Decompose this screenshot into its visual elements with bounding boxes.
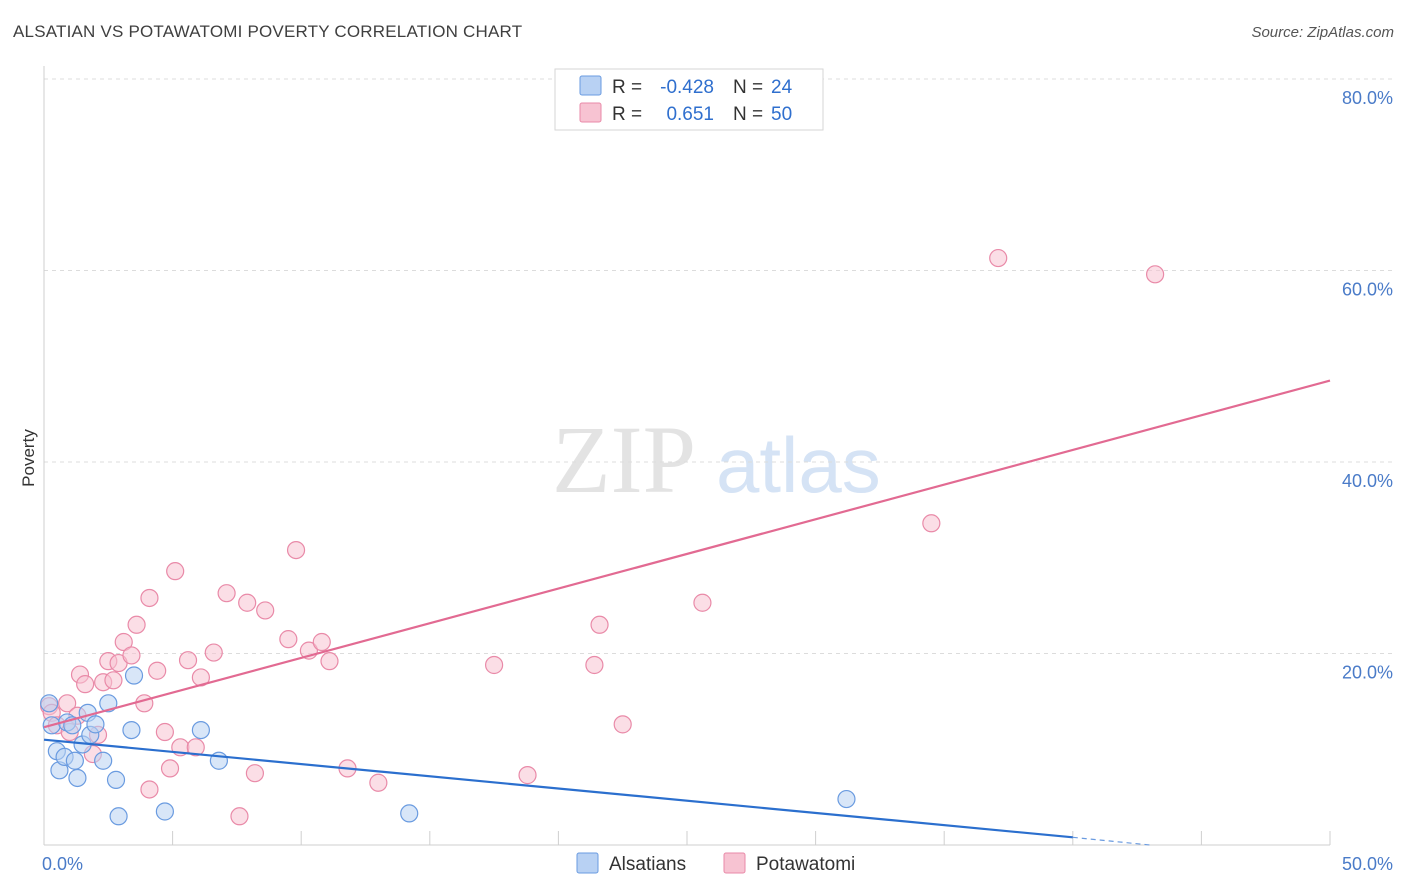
trend-extension-alsatians — [1072, 836, 1151, 846]
y-axis-label: Poverty — [19, 429, 38, 487]
alsatians-point — [109, 807, 128, 826]
alsatians-point — [106, 770, 126, 789]
watermark-atlas: atlas — [716, 421, 881, 509]
potawatomi-point — [590, 615, 609, 634]
potawatomi-point — [485, 655, 504, 675]
legend-r-value-alsatians: -0.428 — [660, 77, 714, 98]
potawatomi-point — [230, 807, 249, 826]
legend-n-label-alsatians: N = — [733, 77, 763, 98]
potawatomi-point — [245, 764, 265, 783]
bottom-legend-swatch-alsatians — [576, 852, 599, 874]
legend-n-value-potawatomi: 50 — [771, 104, 792, 125]
series-legend: Alsatians Potawatomi — [576, 852, 855, 875]
potawatomi-point — [217, 584, 236, 603]
alsatians-point — [99, 694, 118, 713]
potawatomi-point — [312, 632, 331, 652]
potawatomi-point — [279, 630, 298, 649]
watermark-zip: ZIP — [552, 406, 696, 513]
alsatians-point — [400, 804, 419, 823]
potawatomi-point — [104, 671, 123, 690]
x-tick-label-min: 0.0% — [42, 854, 83, 874]
bottom-legend-label-alsatians: Alsatians — [609, 854, 686, 875]
series-potawatomi-points — [40, 248, 1165, 826]
x-tick-labels: 0.0% 50.0% — [42, 854, 1393, 874]
potawatomi-point — [286, 540, 306, 560]
x-tick-label-max: 50.0% — [1342, 854, 1393, 874]
alsatians-point — [837, 789, 856, 809]
potawatomi-point — [140, 780, 159, 799]
potawatomi-point — [186, 738, 205, 757]
y-tick-label: 60.0% — [1342, 280, 1393, 300]
potawatomi-point — [989, 248, 1008, 268]
legend-n-value-alsatians: 24 — [771, 77, 793, 98]
potawatomi-point — [585, 655, 604, 675]
potawatomi-point — [204, 643, 223, 662]
trend-lines — [43, 379, 1331, 846]
chart-title: ALSATIAN VS POTAWATOMI POVERTY CORRELATI… — [13, 22, 523, 41]
alsatians-point — [86, 715, 105, 734]
source-credit: Source: ZipAtlas.com — [1251, 24, 1394, 41]
potawatomi-point — [518, 766, 537, 785]
potawatomi-point — [148, 661, 167, 680]
alsatians-point — [68, 768, 87, 788]
grid-lines — [44, 78, 1392, 654]
potawatomi-point — [140, 588, 159, 608]
potawatomi-point — [155, 722, 174, 742]
legend-n-label-potawatomi: N = — [733, 104, 763, 125]
potawatomi-point — [178, 651, 198, 670]
stats-legend: R = -0.428 N = 24 R = 0.651 N = 50 — [554, 68, 824, 131]
potawatomi-point — [693, 593, 712, 612]
y-tick-label: 20.0% — [1342, 663, 1393, 683]
trend-line-alsatians — [43, 738, 1073, 839]
watermark: ZIP atlas — [552, 406, 881, 513]
potawatomi-point — [922, 514, 941, 533]
bottom-legend-swatch-potawatomi — [723, 852, 746, 874]
potawatomi-point — [122, 646, 141, 665]
bottom-legend-label-potawatomi: Potawatomi — [756, 854, 855, 875]
potawatomi-point — [58, 694, 77, 713]
potawatomi-point — [160, 759, 180, 778]
y-tick-label: 40.0% — [1342, 471, 1393, 491]
potawatomi-point — [320, 652, 339, 671]
legend-r-value-potawatomi: 0.651 — [666, 104, 714, 125]
alsatians-point — [40, 694, 59, 713]
legend-swatch-potawatomi — [579, 102, 602, 123]
alsatians-point — [124, 666, 144, 685]
potawatomi-point — [256, 601, 275, 620]
legend-swatch-alsatians — [579, 75, 602, 96]
alsatians-point — [155, 802, 174, 821]
alsatians-point — [94, 751, 113, 770]
legend-r-label-alsatians: R = — [612, 77, 642, 98]
alsatians-point — [191, 720, 210, 740]
potawatomi-point — [613, 715, 632, 734]
potawatomi-point — [127, 615, 146, 634]
potawatomi-point — [114, 632, 133, 652]
potawatomi-point — [1146, 265, 1165, 284]
legend-r-label-potawatomi: R = — [612, 104, 642, 125]
potawatomi-point — [369, 773, 388, 792]
potawatomi-point — [76, 675, 95, 694]
potawatomi-point — [135, 694, 154, 713]
alsatians-point — [122, 720, 141, 740]
trend-line-potawatomi — [43, 379, 1331, 729]
alsatians-point — [65, 751, 84, 770]
y-tick-label: 80.0% — [1342, 88, 1393, 108]
potawatomi-point — [238, 593, 257, 612]
potawatomi-point — [166, 562, 185, 581]
series-alsatians-points — [40, 666, 856, 826]
y-tick-labels: 20.0% 40.0% 60.0% 80.0% — [1342, 88, 1393, 683]
